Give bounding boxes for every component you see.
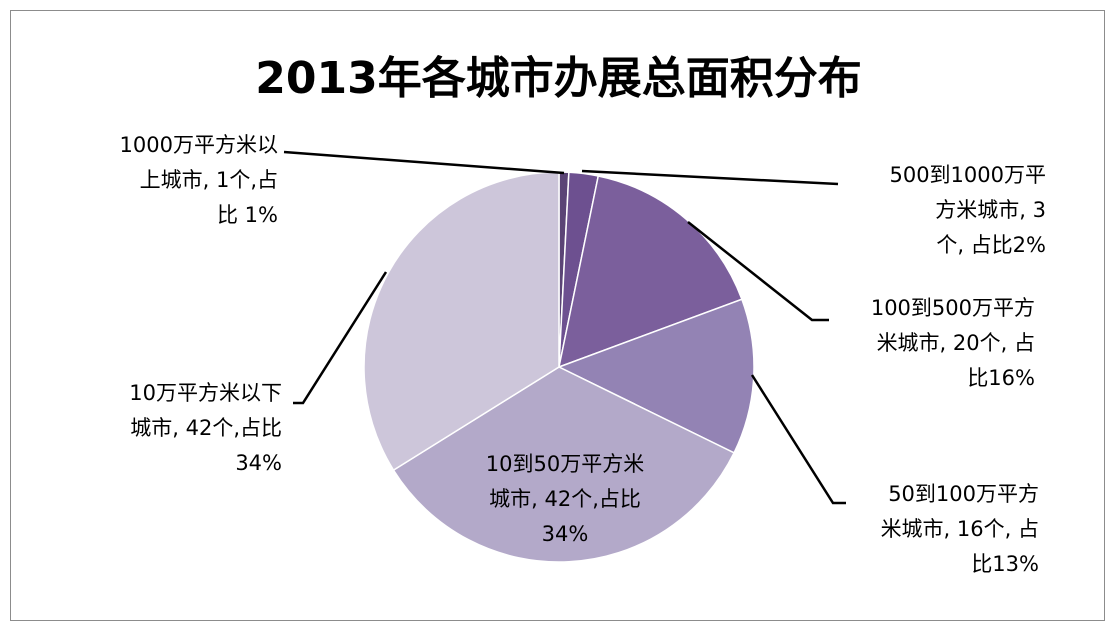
data-label-4: 50到100万平方 米城市, 16个, 占 比13%: [880, 482, 1039, 576]
leader-line-4: [750, 374, 846, 505]
leader-line-6: [293, 271, 388, 405]
leader-line-2: [581, 169, 839, 186]
pie-slice-5: [392, 366, 736, 563]
data-label-6: 10万平方米以下 城市, 42个,占比 34%: [129, 381, 282, 475]
data-label-2: 500到1000万平 方米城市, 3 个, 占比2%: [889, 163, 1046, 257]
data-label-1: 1000万平方米以 上城市, 1个,占 比 1%: [119, 133, 278, 227]
leader-line-3: [687, 221, 829, 322]
pie-slice-6: [363, 171, 560, 472]
leader-line-1: [283, 150, 565, 175]
chart-title: 2013年各城市办展总面积分布: [255, 53, 862, 104]
data-label-5: 10到50万平方米 城市, 42个,占比 34%: [485, 452, 645, 546]
pie-slice-3: [557, 175, 743, 369]
data-label-3: 100到500万平方 米城市, 20个, 占 比16%: [870, 296, 1035, 390]
